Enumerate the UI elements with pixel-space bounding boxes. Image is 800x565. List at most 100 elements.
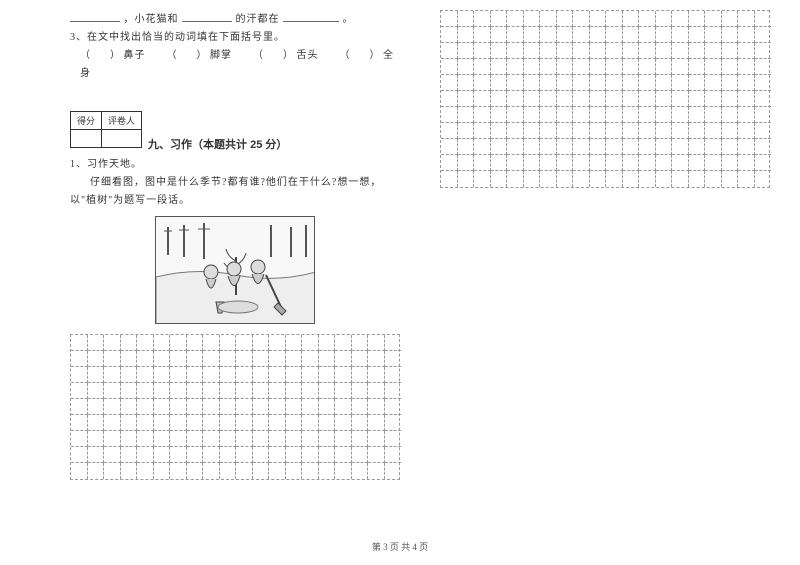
grid-cell[interactable] (269, 399, 286, 415)
grid-cell[interactable] (623, 139, 640, 155)
grid-cell[interactable] (302, 367, 319, 383)
grid-cell[interactable] (335, 351, 352, 367)
grid-cell[interactable] (590, 139, 607, 155)
grid-cell[interactable] (722, 27, 739, 43)
grid-cell[interactable] (738, 43, 755, 59)
grid-cell[interactable] (88, 383, 105, 399)
writing-grid-left[interactable] (70, 334, 400, 480)
grid-cell[interactable] (269, 367, 286, 383)
grid-cell[interactable] (738, 27, 755, 43)
grid-cell[interactable] (335, 399, 352, 415)
grid-cell[interactable] (623, 59, 640, 75)
grid-cell[interactable] (590, 75, 607, 91)
grid-cell[interactable] (253, 431, 270, 447)
grid-cell[interactable] (368, 367, 385, 383)
grid-cell[interactable] (705, 59, 722, 75)
grid-cell[interactable] (352, 351, 369, 367)
grid-cell[interactable] (137, 367, 154, 383)
grid-cell[interactable] (253, 367, 270, 383)
grid-cell[interactable] (154, 447, 171, 463)
grid-cell[interactable] (368, 447, 385, 463)
grid-cell[interactable] (474, 11, 491, 27)
grid-cell[interactable] (755, 91, 772, 107)
grid-cell[interactable] (458, 91, 475, 107)
grid-cell[interactable] (319, 399, 336, 415)
grid-cell[interactable] (689, 27, 706, 43)
grid-cell[interactable] (286, 399, 303, 415)
grid-cell[interactable] (474, 123, 491, 139)
grid-cell[interactable] (540, 11, 557, 27)
grid-cell[interactable] (458, 107, 475, 123)
grid-cell[interactable] (220, 415, 237, 431)
grid-cell[interactable] (154, 415, 171, 431)
grid-cell[interactable] (220, 351, 237, 367)
grid-cell[interactable] (71, 399, 88, 415)
grid-cell[interactable] (705, 75, 722, 91)
grid-cell[interactable] (738, 59, 755, 75)
grid-cell[interactable] (606, 123, 623, 139)
grid-cell[interactable] (656, 59, 673, 75)
grid-cell[interactable] (286, 415, 303, 431)
grid-cell[interactable] (491, 155, 508, 171)
grid-cell[interactable] (689, 107, 706, 123)
grid-cell[interactable] (606, 11, 623, 27)
grid-cell[interactable] (705, 171, 722, 187)
grid-cell[interactable] (672, 27, 689, 43)
grid-cell[interactable] (474, 27, 491, 43)
grid-cell[interactable] (269, 415, 286, 431)
grid-cell[interactable] (639, 59, 656, 75)
grid-cell[interactable] (458, 123, 475, 139)
grid-cell[interactable] (656, 107, 673, 123)
grid-cell[interactable] (187, 335, 204, 351)
grid-cell[interactable] (170, 351, 187, 367)
grid-cell[interactable] (656, 155, 673, 171)
grid-cell[interactable] (722, 11, 739, 27)
grid-cell[interactable] (656, 43, 673, 59)
grid-cell[interactable] (269, 463, 286, 479)
grid-cell[interactable] (689, 43, 706, 59)
grid-cell[interactable] (656, 11, 673, 27)
grid-cell[interactable] (557, 155, 574, 171)
grid-cell[interactable] (203, 351, 220, 367)
grid-cell[interactable] (755, 75, 772, 91)
grid-cell[interactable] (121, 463, 138, 479)
grid-cell[interactable] (590, 91, 607, 107)
grid-cell[interactable] (236, 463, 253, 479)
grid-cell[interactable] (269, 351, 286, 367)
grid-cell[interactable] (71, 383, 88, 399)
grid-cell[interactable] (623, 91, 640, 107)
grid-cell[interactable] (656, 171, 673, 187)
grid-cell[interactable] (236, 367, 253, 383)
grid-cell[interactable] (319, 447, 336, 463)
grid-cell[interactable] (187, 431, 204, 447)
grid-cell[interactable] (170, 447, 187, 463)
grid-cell[interactable] (672, 75, 689, 91)
grid-cell[interactable] (755, 139, 772, 155)
grid-cell[interactable] (236, 335, 253, 351)
grid-cell[interactable] (705, 11, 722, 27)
grid-cell[interactable] (639, 43, 656, 59)
grid-cell[interactable] (368, 399, 385, 415)
grid-cell[interactable] (540, 75, 557, 91)
grid-cell[interactable] (154, 399, 171, 415)
grid-cell[interactable] (672, 91, 689, 107)
grid-cell[interactable] (573, 27, 590, 43)
grid-cell[interactable] (385, 351, 402, 367)
grid-cell[interactable] (705, 107, 722, 123)
grid-cell[interactable] (441, 11, 458, 27)
blank-1[interactable] (70, 10, 120, 22)
grid-cell[interactable] (722, 107, 739, 123)
grid-cell[interactable] (573, 11, 590, 27)
grid-cell[interactable] (319, 463, 336, 479)
grid-cell[interactable] (368, 463, 385, 479)
grid-cell[interactable] (104, 383, 121, 399)
grid-cell[interactable] (557, 11, 574, 27)
grid-cell[interactable] (606, 155, 623, 171)
grid-cell[interactable] (540, 91, 557, 107)
grid-cell[interactable] (458, 139, 475, 155)
grid-cell[interactable] (491, 123, 508, 139)
grid-cell[interactable] (474, 75, 491, 91)
grid-cell[interactable] (253, 383, 270, 399)
grid-cell[interactable] (170, 335, 187, 351)
grid-cell[interactable] (639, 91, 656, 107)
